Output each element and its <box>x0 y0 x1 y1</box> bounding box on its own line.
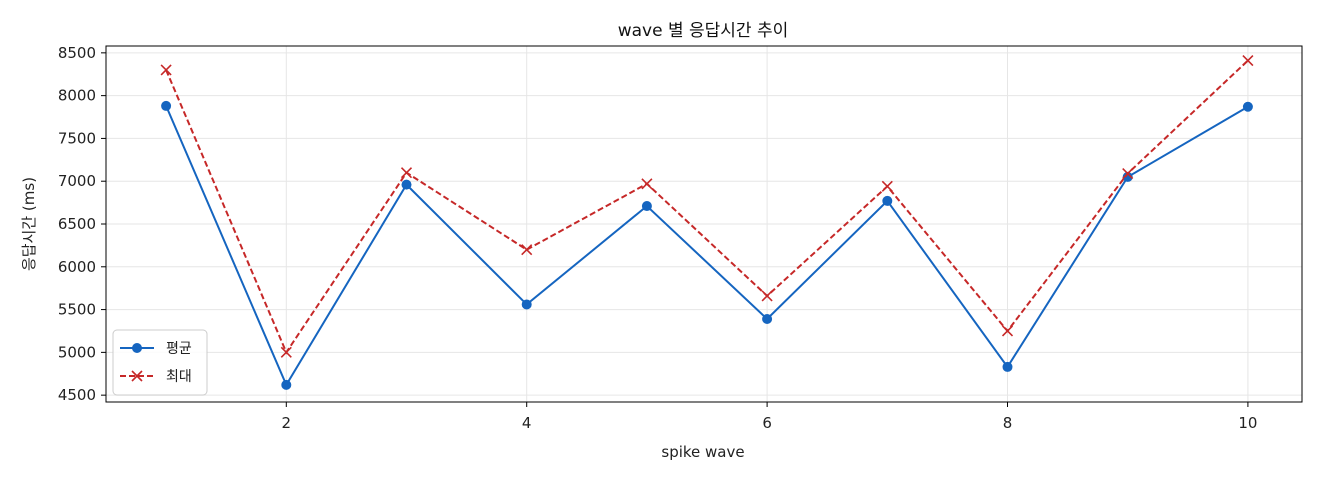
data-point <box>521 299 532 310</box>
series-line <box>165 105 1249 388</box>
series-1 <box>161 100 1253 390</box>
data-point <box>160 64 172 76</box>
data-point <box>521 244 533 256</box>
data-point <box>401 179 412 190</box>
data-point <box>161 100 172 111</box>
series-group <box>160 54 1254 390</box>
legend-item: 최대 <box>120 369 192 385</box>
legend-label: 평균 <box>166 341 192 357</box>
y-tick-label: 6500 <box>58 215 96 233</box>
legend-swatch-marker <box>132 343 142 353</box>
y-tick-label: 8500 <box>58 44 96 62</box>
data-point <box>1242 54 1254 67</box>
x-tick-label: 4 <box>522 414 532 432</box>
x-tick-label: 10 <box>1238 414 1257 432</box>
data-point <box>280 346 292 358</box>
x-tick-label: 6 <box>762 414 772 432</box>
y-tick-label: 8000 <box>58 87 96 105</box>
data-point <box>1122 171 1133 182</box>
y-axis-title: 응답시간 (ms) <box>20 177 38 271</box>
data-point <box>1002 361 1013 372</box>
grid-lines <box>106 46 1302 402</box>
y-tick-label: 7500 <box>58 129 96 147</box>
legend-label: 최대 <box>166 369 192 385</box>
y-tick-label: 7000 <box>58 172 96 190</box>
x-axis-title: spike wave <box>661 443 744 461</box>
data-point <box>1122 167 1134 180</box>
data-point <box>641 178 653 190</box>
data-point <box>1242 101 1253 112</box>
series-2 <box>160 54 1254 358</box>
axes: 2 4 6 8 10 4500 5000 5500 6000 6500 7000 7500 8000 85… <box>58 44 1258 432</box>
y-tick-label: 5000 <box>58 343 96 361</box>
legend-box <box>112 329 208 396</box>
data-point <box>762 313 773 324</box>
legend-item: 평균 <box>120 341 192 357</box>
data-point <box>881 180 893 192</box>
y-tick-label: 6000 <box>58 258 96 276</box>
data-point <box>761 290 773 302</box>
data-point <box>1001 325 1014 337</box>
chart-title: wave 별 응답시간 추이 <box>618 21 789 41</box>
data-point <box>281 379 292 390</box>
data-point <box>882 195 893 206</box>
legend-swatch-marker <box>131 370 143 382</box>
series-line <box>165 59 1249 355</box>
y-tick-label: 5500 <box>58 301 96 319</box>
x-tick-label: 2 <box>282 414 292 432</box>
data-point <box>400 167 413 179</box>
data-point <box>641 201 652 212</box>
x-tick-label: 8 <box>1003 414 1013 432</box>
y-tick-label: 4500 <box>58 386 96 404</box>
